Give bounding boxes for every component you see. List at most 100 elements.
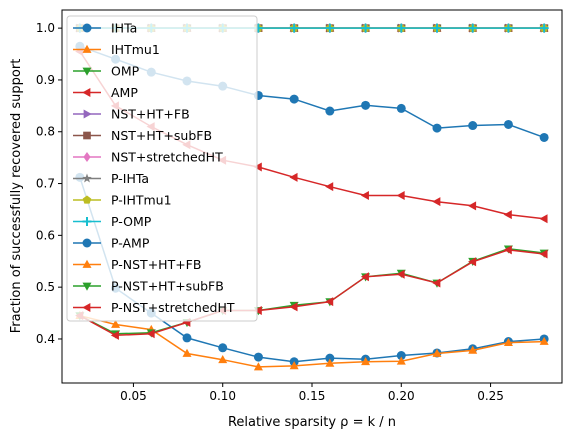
- y-tick-label: 0.5: [36, 280, 55, 294]
- legend-label: IHTa: [111, 21, 137, 36]
- data-point-p-nst-ht-fb: [539, 336, 549, 345]
- data-point-p-nst-stretchedht: [539, 249, 548, 259]
- data-point-p-nst-ht-fb: [289, 361, 299, 370]
- legend-label: P-NST+stretchedHT: [111, 300, 235, 315]
- legend-marker: [82, 195, 92, 204]
- y-tick-label: 0.9: [36, 73, 55, 87]
- legend-item-ihtmu1: IHTmu1: [73, 42, 160, 57]
- data-point-p-nst-stretchedht: [289, 302, 298, 312]
- data-point-p-omp: [396, 23, 406, 33]
- legend-label: AMP: [111, 85, 138, 100]
- legend-item-ihta: IHTa: [73, 21, 137, 36]
- data-point-p-nst-stretchedht: [360, 272, 369, 282]
- data-point-ihta: [539, 132, 549, 142]
- legend-box: [66, 15, 258, 322]
- data-point-amp: [503, 210, 512, 220]
- legend-label: P-IHTmu1: [111, 193, 172, 208]
- legend-item-nst-ht-subfb: NST+HT+subFB: [73, 128, 212, 143]
- data-point-ihta: [503, 119, 513, 129]
- data-point-amp: [253, 162, 262, 172]
- data-point-p-amp: [182, 333, 192, 343]
- legend-label: P-NST+HT+FB: [111, 257, 201, 272]
- data-point-p-omp: [432, 23, 442, 33]
- data-point-p-nst-ht-fb: [253, 362, 263, 371]
- legend-item-p-nst-stretchedht: P-NST+stretchedHT: [73, 300, 235, 315]
- legend-item-p-nst-ht-subfb: P-NST+HT+subFB: [73, 279, 224, 294]
- data-point-p-omp: [289, 23, 299, 33]
- series-line-p-nst-ht-fb: [79, 314, 545, 368]
- legend-marker: [82, 173, 92, 183]
- data-point-p-nst-ht-fb: [218, 354, 228, 364]
- y-tick-label: 0.6: [36, 228, 55, 242]
- data-point-p-nst-stretchedht: [396, 269, 405, 279]
- data-point-p-nst-ht-fb: [468, 345, 478, 354]
- legend-marker: [82, 303, 91, 312]
- legend-marker: [82, 238, 92, 248]
- data-point-ihta: [361, 100, 371, 110]
- legend-marker: [83, 152, 91, 162]
- legend-marker: [83, 109, 92, 119]
- y-tick-label: 1.0: [36, 21, 55, 35]
- series-line-p-nst-stretchedht: [79, 249, 545, 337]
- data-point-p-omp: [503, 23, 513, 33]
- data-point-p-amp: [218, 343, 228, 353]
- legend-label: P-AMP: [111, 236, 150, 251]
- data-point-p-nst-stretchedht: [146, 329, 155, 339]
- x-axis-label: Relative sparsity ρ = k / n: [228, 415, 396, 430]
- y-tick-label: 0.7: [36, 177, 55, 191]
- y-axis-label: Fraction of successfully recovered suppo…: [9, 59, 24, 334]
- data-point-amp: [325, 182, 334, 192]
- data-point-ihta: [432, 123, 442, 133]
- legend-label: P-OMP: [111, 214, 152, 229]
- data-point-p-nst-ht-fb: [503, 337, 513, 346]
- legend-marker: [82, 88, 91, 97]
- legend-item-p-ihtmu1: P-IHTmu1: [73, 193, 172, 208]
- data-point-amp: [360, 190, 369, 200]
- data-point-p-omp: [468, 23, 478, 33]
- y-tick-label: 0.4: [36, 332, 55, 346]
- legend-item-p-nst-ht-fb: P-NST+HT+FB: [73, 257, 201, 272]
- legend-item-nst-ht-fb: NST+HT+FB: [73, 107, 190, 122]
- legend-marker: [82, 23, 92, 33]
- data-point-p-nst-ht-fb: [111, 319, 121, 328]
- data-point-ihta: [325, 106, 335, 116]
- data-point-p-nst-ht-fb: [182, 348, 192, 357]
- data-point-p-nst-stretchedht: [325, 297, 334, 307]
- data-point-p-nst-stretchedht: [432, 278, 441, 288]
- data-point-p-nst-stretchedht: [467, 257, 477, 267]
- data-point-ihta: [289, 94, 299, 104]
- data-point-ihta: [468, 121, 478, 131]
- data-point-p-omp: [325, 23, 335, 33]
- data-point-p-nst-stretchedht: [503, 245, 512, 255]
- legend-item-p-omp: P-OMP: [73, 214, 152, 229]
- legend: IHTa IHTmu1 OMP AMP NST+HT+FB NST+HT+subFB NST…: [66, 15, 258, 322]
- legend-item-amp: AMP: [73, 85, 138, 100]
- legend-marker: [82, 282, 92, 291]
- data-point-p-nst-stretchedht: [110, 330, 119, 340]
- legend-label: P-NST+HT+subFB: [111, 279, 224, 294]
- legend-item-p-amp: P-AMP: [73, 236, 150, 251]
- legend-marker: [82, 217, 92, 226]
- data-point-p-amp: [253, 352, 263, 362]
- legend-marker: [82, 67, 92, 76]
- legend-label: P-IHTa: [111, 171, 149, 186]
- data-point-p-omp: [361, 23, 371, 33]
- y-axis: 0.4 0.5 0.6 0.7 0.8 0.9 1.0: [36, 21, 62, 346]
- data-point-p-omp: [539, 23, 549, 33]
- x-tick-label: 0.10: [209, 389, 236, 403]
- x-tick-label: 0.20: [388, 389, 415, 403]
- data-point-p-amp: [396, 351, 406, 361]
- x-tick-label: 0.15: [299, 389, 326, 403]
- legend-label: NST+stretchedHT: [111, 150, 223, 165]
- data-point-amp: [432, 197, 441, 207]
- data-point-ihta: [396, 103, 406, 113]
- data-point-p-nst-ht-fb: [325, 358, 335, 367]
- legend-label: NST+HT+FB: [111, 107, 190, 122]
- x-tick-label: 0.25: [477, 389, 504, 403]
- x-axis: 0.05 0.10 0.15 0.20 0.25: [120, 383, 504, 403]
- y-tick-label: 0.8: [36, 125, 55, 139]
- x-tick-label: 0.05: [120, 389, 147, 403]
- legend-item-nst-stretchedht: NST+stretchedHT: [73, 150, 223, 165]
- legend-label: OMP: [111, 64, 140, 79]
